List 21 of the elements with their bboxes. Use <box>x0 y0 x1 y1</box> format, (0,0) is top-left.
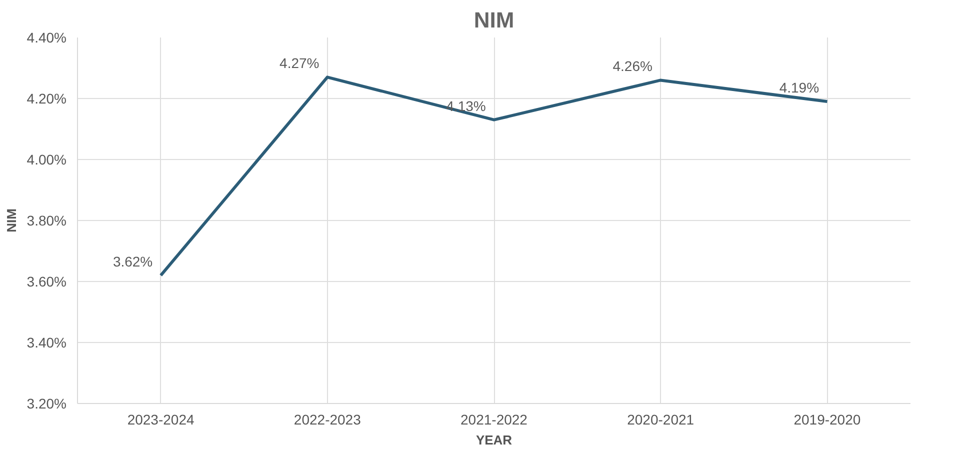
x-tick-label: 2019-2020 <box>794 412 861 428</box>
chart-title: NIM <box>474 8 514 32</box>
y-tick-label: 4.20% <box>26 90 67 106</box>
y-axis-title: NIM <box>4 208 19 232</box>
y-tick-label: 4.40% <box>26 30 67 46</box>
data-label: 4.13% <box>446 98 486 114</box>
y-tick-label: 3.80% <box>26 212 67 228</box>
x-tick-label: 2023-2024 <box>127 412 194 428</box>
data-label: 4.26% <box>612 58 652 74</box>
y-tick-label: 4.00% <box>26 152 67 168</box>
x-tick-label: 2020-2021 <box>627 412 694 428</box>
x-axis-title: YEAR <box>476 432 513 448</box>
line-series <box>159 76 829 277</box>
y-tick-label: 3.40% <box>26 334 67 350</box>
x-tick-label: 2021-2022 <box>460 412 528 428</box>
y-tick-label: 3.60% <box>26 274 67 290</box>
data-label: 3.62% <box>112 253 153 270</box>
data-label: 4.27% <box>280 55 320 72</box>
y-tick-label: 3.20% <box>26 396 67 412</box>
x-tick-label: 2022-2023 <box>294 412 362 428</box>
data-label: 4.19% <box>779 80 820 96</box>
